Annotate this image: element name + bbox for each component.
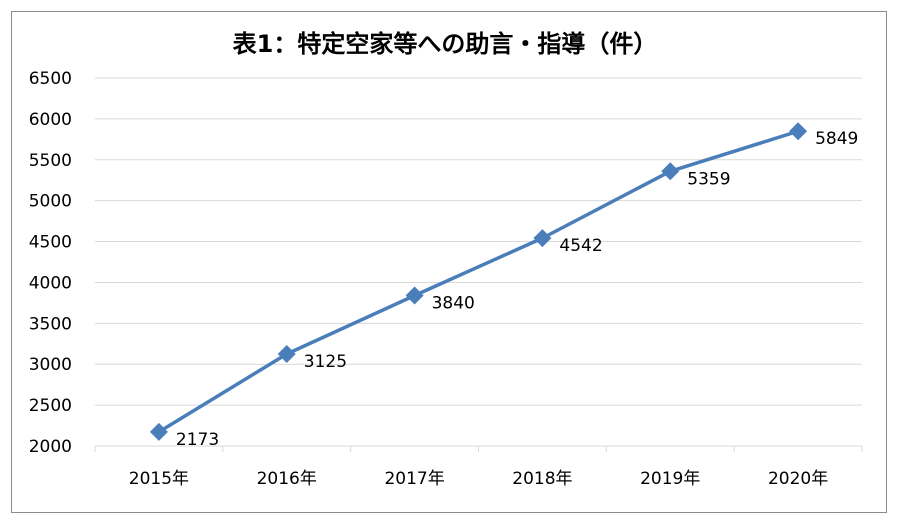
y-tick-label-2000: 2000 [29, 437, 72, 457]
data-labels: 2173 3125 3840 4542 5359 5849 [176, 129, 858, 450]
y-tick-label-4500: 4500 [29, 233, 72, 253]
data-label-2019年: 5359 [687, 169, 730, 189]
data-point-2017年 [405, 286, 424, 305]
data-label-2015年: 2173 [176, 430, 219, 450]
data-point-2020年 [789, 122, 808, 141]
data-label-2017年: 3840 [432, 294, 475, 314]
gridlines [95, 77, 862, 406]
data-point-2015年 [149, 422, 168, 441]
y-tick-label-6000: 6000 [29, 110, 72, 130]
data-point-2018年 [533, 229, 552, 248]
series [149, 122, 808, 441]
data-label-2020年: 5849 [815, 129, 858, 149]
x-tick-label-1: 2016年 [257, 469, 317, 489]
x-tick-label-2: 2017年 [384, 469, 444, 489]
x-tick-label-4: 2019年 [640, 469, 700, 489]
y-tick-label-4000: 4000 [29, 273, 72, 293]
x-tick-labels: 2015年 2016年 2017年 2018年 2019年 2020年 [129, 469, 828, 489]
y-tick-label-2500: 2500 [29, 396, 72, 416]
data-label-2016年: 3125 [304, 352, 347, 372]
y-tick-label-3000: 3000 [29, 355, 72, 375]
chart-title: 表1：特定空家等への助言・指導（件） [232, 30, 658, 58]
data-label-2018年: 4542 [559, 236, 602, 256]
y-tick-label-5000: 5000 [29, 192, 72, 212]
x-tick-label-0: 2015年 [129, 469, 189, 489]
data-point-2016年 [277, 345, 296, 363]
series-line-0 [157, 129, 800, 434]
y-tick-label-6500: 6500 [29, 69, 72, 89]
y-tick-label-5500: 5500 [29, 151, 72, 171]
y-tick-label-3500: 3500 [29, 314, 72, 334]
y-tick-labels: 2000 2500 3000 3500 4000 4500 5000 5500 6000 6500 [29, 69, 72, 457]
axes [94, 445, 863, 452]
x-tick-label-5: 2020年 [768, 469, 828, 489]
data-point-2019年 [661, 162, 680, 181]
x-tick-label-3: 2018年 [512, 469, 572, 489]
